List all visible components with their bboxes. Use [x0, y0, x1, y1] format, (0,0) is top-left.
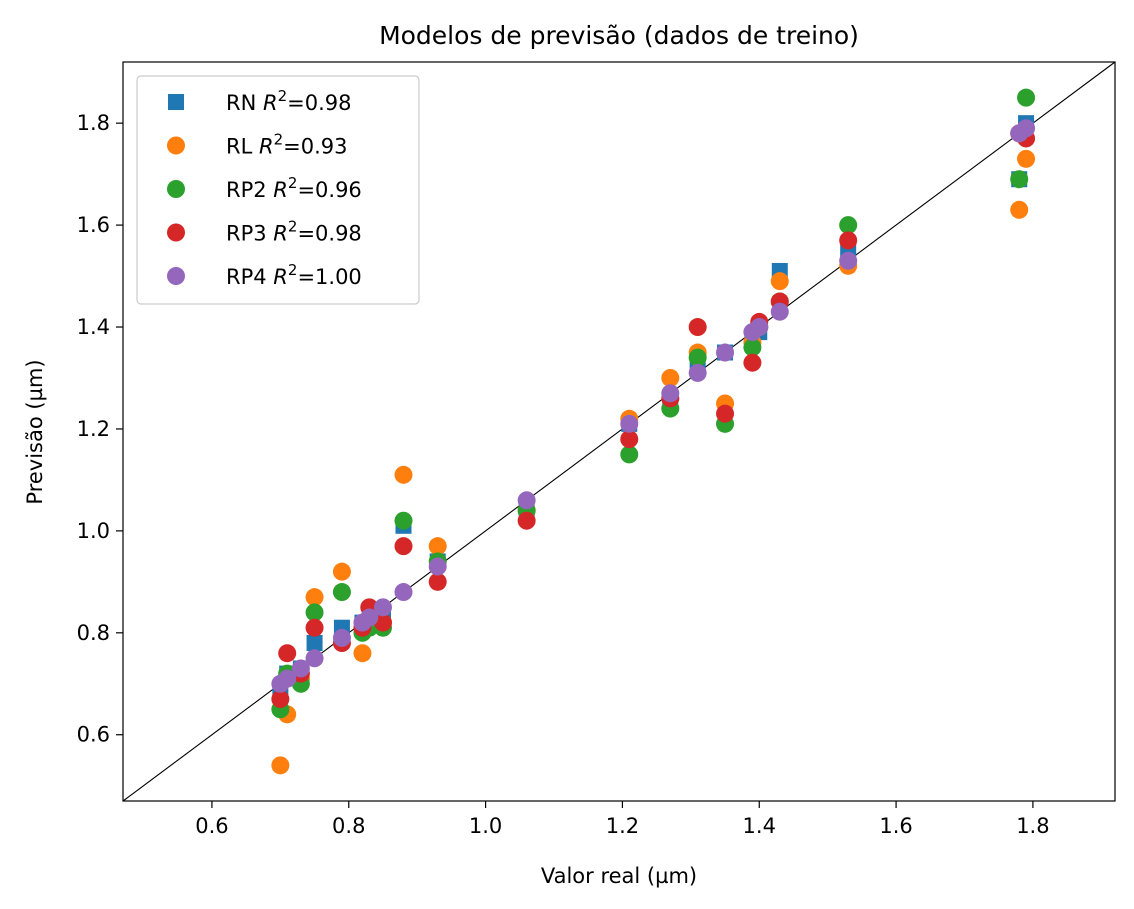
point-rp2: [394, 511, 413, 530]
x-tick-label: 1.8: [1016, 814, 1049, 838]
plot-frame: [122, 61, 1116, 802]
x-tick-label: 0.6: [195, 814, 228, 838]
y-tick-label: 1.4: [77, 315, 110, 339]
point-rl: [1010, 200, 1029, 219]
point-rp4: [517, 491, 536, 510]
legend-marker-rp4: [167, 267, 185, 285]
legend: RN R2=0.98 RL R2=0.93 RP2 R2=0.96 RP3 R2=0.…: [136, 75, 420, 305]
y-tick-label: 0.8: [77, 621, 110, 645]
point-rp4: [620, 414, 639, 433]
legend-label-rp4: RP4 R2=1.00: [226, 261, 362, 289]
point-rp3: [620, 430, 639, 449]
point-rp4: [750, 318, 769, 337]
point-rp3: [839, 231, 858, 250]
y-tick-label: 1.8: [77, 111, 110, 135]
point-rp3: [271, 690, 290, 709]
point-rp2: [839, 216, 858, 235]
point-rl: [1017, 149, 1036, 168]
x-tick-label: 1.4: [743, 814, 776, 838]
point-rp4: [373, 598, 392, 617]
point-rp3: [305, 618, 324, 637]
point-rp3: [688, 318, 707, 337]
legend-marker-rp2: [167, 180, 185, 198]
point-rp4: [839, 251, 858, 270]
x-tick-label: 1.2: [606, 814, 639, 838]
point-rp4: [661, 384, 680, 403]
point-rp4: [291, 659, 310, 678]
x-tick-label: 1.6: [879, 814, 912, 838]
point-rl: [770, 272, 789, 291]
chart-title: Modelos de previsão (dados de treino): [379, 21, 859, 50]
point-rp4: [716, 343, 735, 362]
point-rl: [661, 368, 680, 387]
y-tick-label: 0.6: [77, 723, 110, 747]
point-rp2: [305, 603, 324, 622]
point-rl: [332, 562, 351, 581]
legend-label-rn: RN R2=0.98: [226, 87, 351, 115]
point-rp4: [332, 628, 351, 647]
point-rp2: [332, 583, 351, 602]
point-rp3: [373, 613, 392, 632]
point-rp4: [1017, 119, 1036, 138]
point-rp4: [394, 583, 413, 602]
point-rp3: [743, 353, 762, 372]
point-rl: [271, 756, 290, 775]
x-tick-label: 1.0: [469, 814, 502, 838]
point-rp2: [1017, 88, 1036, 107]
point-rp2: [1010, 170, 1029, 189]
point-rp3: [278, 644, 297, 663]
point-rl: [394, 465, 413, 484]
point-rp4: [278, 669, 297, 688]
y-tick-label: 1.0: [77, 519, 110, 543]
point-rl: [428, 537, 447, 556]
x-axis-label: Valor real (µm): [541, 864, 697, 888]
point-rp2: [620, 445, 639, 464]
series-rp4: [271, 119, 1036, 693]
legend-box: [136, 75, 420, 305]
y-axis-label: Previsão (µm): [23, 359, 47, 504]
point-rp2: [743, 338, 762, 357]
point-rp4: [305, 649, 324, 668]
point-rl: [305, 588, 324, 607]
legend-marker-rn: [168, 94, 184, 110]
point-rl: [353, 644, 372, 663]
point-rp2: [688, 348, 707, 367]
point-rp4: [688, 363, 707, 382]
legend-label-rp2: RP2 R2=0.96: [226, 174, 362, 202]
y-tick-label: 1.6: [77, 213, 110, 237]
point-rp3: [394, 537, 413, 556]
point-rp4: [360, 608, 379, 627]
point-rn: [306, 635, 323, 652]
point-rp3: [716, 404, 735, 423]
point-rp4: [428, 557, 447, 576]
point-rp3: [517, 511, 536, 530]
legend-label-rl: RL R2=0.93: [226, 131, 347, 159]
x-tick-label: 0.8: [332, 814, 365, 838]
y-tick-label: 1.2: [77, 417, 110, 441]
point-rp4: [770, 302, 789, 321]
legend-label-rp3: RP3 R2=0.98: [226, 218, 362, 246]
legend-marker-rp3: [167, 223, 185, 242]
legend-marker-rl: [167, 136, 185, 155]
point-rp3: [428, 572, 447, 591]
